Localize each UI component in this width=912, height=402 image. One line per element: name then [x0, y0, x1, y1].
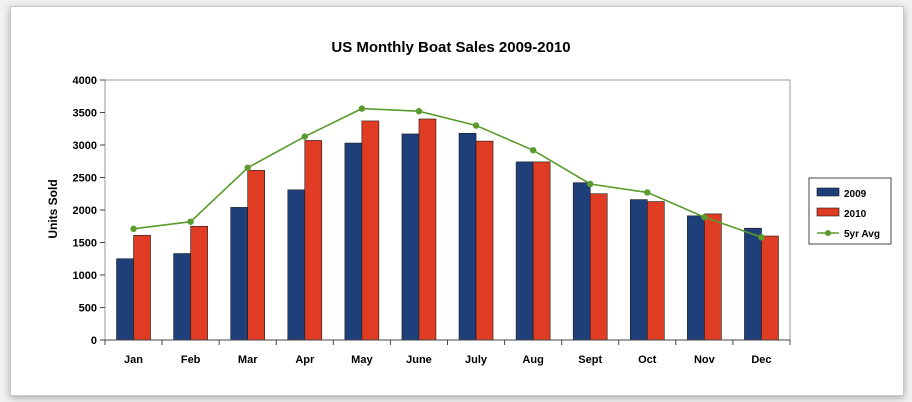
x-tick-label: Nov [694, 354, 716, 366]
legend-swatch-2010 [816, 207, 840, 217]
legend-swatch-2009 [816, 187, 840, 197]
bar-2010-dec [761, 235, 779, 341]
y-tick-label: 500 [79, 303, 97, 315]
bar-2010-july [475, 140, 494, 341]
avg-point-nov [701, 213, 708, 221]
bar-2009-nov [687, 215, 705, 341]
bar-2010-sept [589, 193, 608, 341]
axes-group: 0 500 1000 1500 2000 2500 3000 3500 4000 Jan Feb Ma… [73, 75, 791, 366]
bar-2010-may [361, 120, 380, 341]
x-tick-label: May [351, 354, 373, 366]
bar-2010-apr [304, 140, 323, 341]
bar-2009-mar [230, 207, 249, 341]
avg-line [133, 107, 762, 239]
legend-marker [825, 230, 831, 236]
x-tick-label: June [406, 354, 432, 366]
y-tick-label: 0 [91, 335, 97, 347]
avg-point-july [472, 122, 480, 129]
y-tick-label: 3000 [73, 140, 97, 152]
legend-label: 5yr Avg [844, 229, 880, 240]
avg-point-apr [301, 133, 308, 140]
bar-2009-july [458, 133, 477, 341]
y-tick-label: 2500 [73, 173, 97, 185]
x-tick-label: Oct [638, 354, 657, 366]
legend-label: 2009 [844, 189, 867, 200]
avg-point-jan [130, 225, 137, 233]
bar-2009-may [344, 142, 363, 341]
y-tick-label: 3500 [73, 108, 97, 120]
bar-2009-aug [515, 161, 534, 341]
avg-point-sept [587, 180, 594, 188]
x-tick-label: July [465, 354, 488, 366]
bar-2009-dec [744, 227, 762, 341]
bar-2010-mar [247, 170, 266, 341]
bar-2009-june [401, 133, 420, 341]
avg-point-feb [187, 218, 194, 225]
avg-point-oct [644, 189, 651, 196]
avg-line-group [130, 105, 765, 241]
x-tick-label: Aug [522, 354, 543, 366]
y-axis-label: Units Sold [46, 179, 60, 238]
avg-point-aug [529, 147, 537, 154]
avg-point-june [415, 108, 423, 115]
bar-2009-apr [287, 189, 306, 341]
x-tick-label: Mar [238, 354, 258, 366]
bar-2010-jan [133, 235, 151, 341]
bar-2009-jan [116, 258, 134, 341]
x-tick-label: Apr [295, 354, 315, 366]
y-tick-label: 1000 [73, 270, 97, 282]
bar-2010-feb [190, 225, 208, 341]
x-tick-label: Sept [578, 354, 602, 366]
bar-2010-june [418, 118, 437, 341]
y-tick-label: 2000 [73, 205, 97, 217]
bar-2010-nov [704, 213, 722, 341]
bar-2009-oct [629, 199, 648, 341]
bar-chart: US Monthly Boat Sales 2009-2010 Units So… [46, 39, 892, 366]
chart-title: US Monthly Boat Sales 2009-2010 [331, 39, 570, 56]
avg-point-may [358, 105, 366, 112]
y-tick-label: 4000 [73, 75, 97, 87]
avg-point-mar [244, 164, 251, 171]
x-tick-label: Jan [124, 354, 143, 366]
y-tick-label: 1500 [73, 238, 97, 250]
bar-2009-sept [572, 182, 591, 341]
x-tick-label: Dec [751, 354, 771, 366]
chart-frame: US Monthly Boat Sales 2009-2010 Units So… [10, 6, 904, 396]
bars-group [116, 118, 779, 341]
bar-2010-oct [646, 201, 665, 341]
avg-point-dec [758, 234, 765, 241]
bar-2009-feb [173, 253, 191, 341]
x-tick-label: Feb [181, 354, 201, 366]
legend-label: 2010 [844, 209, 867, 220]
legend: 2009 2010 5yr Avg [808, 177, 892, 245]
bar-2010-aug [532, 161, 551, 341]
